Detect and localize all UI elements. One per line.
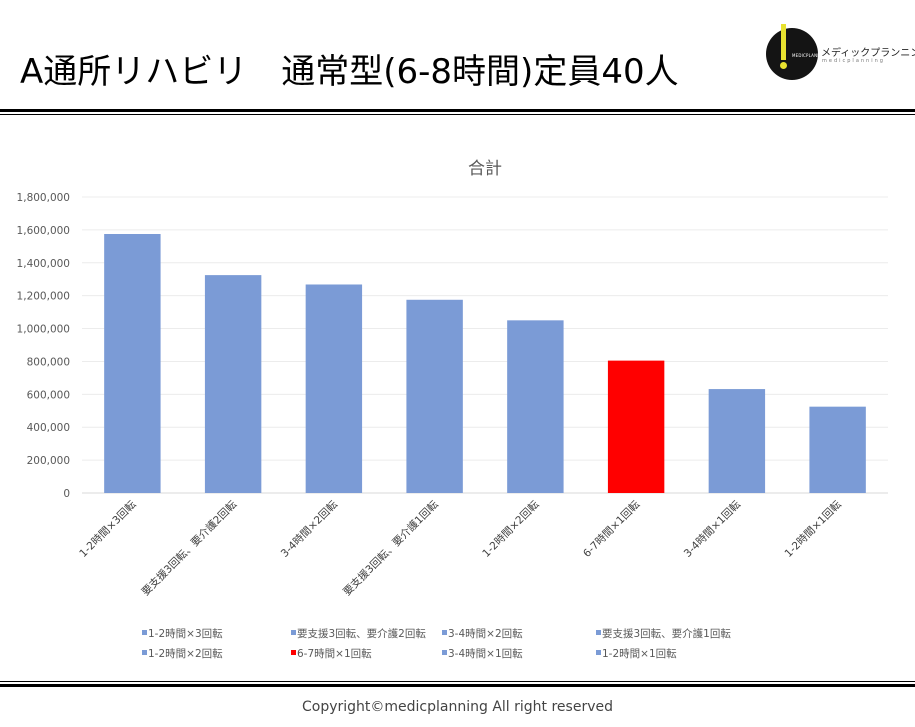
x-category-label: 3-4時間×1回転 — [682, 498, 744, 560]
bar-3 — [305, 284, 363, 493]
y-tick-label: 1,000,000 — [17, 324, 70, 336]
legend-entry: 3-4時間×1回転 — [448, 648, 523, 660]
logo-exclamation-dot — [780, 62, 787, 69]
company-logo: MEDICPLANNING メディックプランニング medicplanning — [766, 24, 915, 80]
x-category-label: 6-7時間×1回転 — [581, 498, 643, 560]
logo-subtext: medicplanning — [822, 58, 885, 64]
bar-8 — [809, 406, 866, 493]
x-category-label: 1-2時間×3回転 — [77, 498, 139, 560]
bar-6 — [607, 360, 665, 493]
x-category-label: 1-2時間×1回転 — [782, 498, 844, 560]
bar-5 — [507, 320, 564, 493]
legend-swatch — [291, 630, 296, 635]
legend-swatch — [442, 650, 447, 655]
x-category-label: 要支援3回転、要介護2回転 — [139, 498, 240, 599]
legend-swatch — [142, 650, 147, 655]
legend-entry: 1-2時間×3回転 — [148, 628, 223, 640]
y-tick-label: 1,600,000 — [17, 225, 70, 237]
legend-entry: 3-4時間×2回転 — [448, 628, 523, 640]
bar-7 — [708, 389, 766, 493]
slide-title: A通所リハビリ 通常型(6-8時間)定員40人 — [20, 52, 679, 92]
legend-swatch — [596, 630, 601, 635]
logo-name: メディックプランニング — [821, 48, 915, 59]
legend-entry: 6-7時間×1回転 — [297, 648, 372, 660]
footer-copyright: Copyright©medicplanning All right reserv… — [302, 699, 613, 715]
y-tick-label: 1,800,000 — [17, 192, 70, 204]
bar-4 — [406, 299, 463, 493]
header-rule-thin — [0, 114, 915, 115]
legend-swatch — [291, 650, 296, 655]
legend-entry: 要支援3回転、要介護2回転 — [297, 627, 426, 640]
legend-entry: 要支援3回転、要介護1回転 — [602, 627, 731, 640]
x-category-label: 3-4時間×2回転 — [279, 498, 341, 560]
footer-rule-thin — [0, 681, 915, 682]
y-tick-label: 600,000 — [27, 389, 70, 401]
logo-exclamation-icon — [781, 24, 786, 60]
y-tick-label: 0 — [63, 488, 70, 500]
legend-swatch — [442, 630, 447, 635]
bar-2 — [204, 275, 262, 493]
footer-rule-thick — [0, 684, 915, 687]
bar-1 — [104, 234, 161, 493]
bar-chart: 合計 0 200,000 400,000 600,000 800,000 1,000,000… — [17, 159, 888, 660]
logo-small-text: MEDICPLANNING — [792, 53, 829, 58]
y-tick-label: 1,400,000 — [17, 258, 70, 270]
legend-swatch — [596, 650, 601, 655]
logo-circle — [766, 28, 818, 80]
legend-swatch — [142, 630, 147, 635]
y-tick-label: 200,000 — [27, 455, 70, 467]
x-category-label: 1-2時間×2回転 — [480, 498, 542, 560]
y-tick-label: 1,200,000 — [17, 291, 70, 303]
chart-title: 合計 — [468, 159, 502, 179]
y-tick-label: 400,000 — [27, 422, 70, 434]
legend-entry: 1-2時間×1回転 — [602, 648, 677, 660]
y-tick-label: 800,000 — [27, 356, 70, 368]
legend-entry: 1-2時間×2回転 — [148, 648, 223, 660]
x-category-label: 要支援3回転、要介護1回転 — [340, 498, 441, 599]
header-rule-thick — [0, 109, 915, 112]
